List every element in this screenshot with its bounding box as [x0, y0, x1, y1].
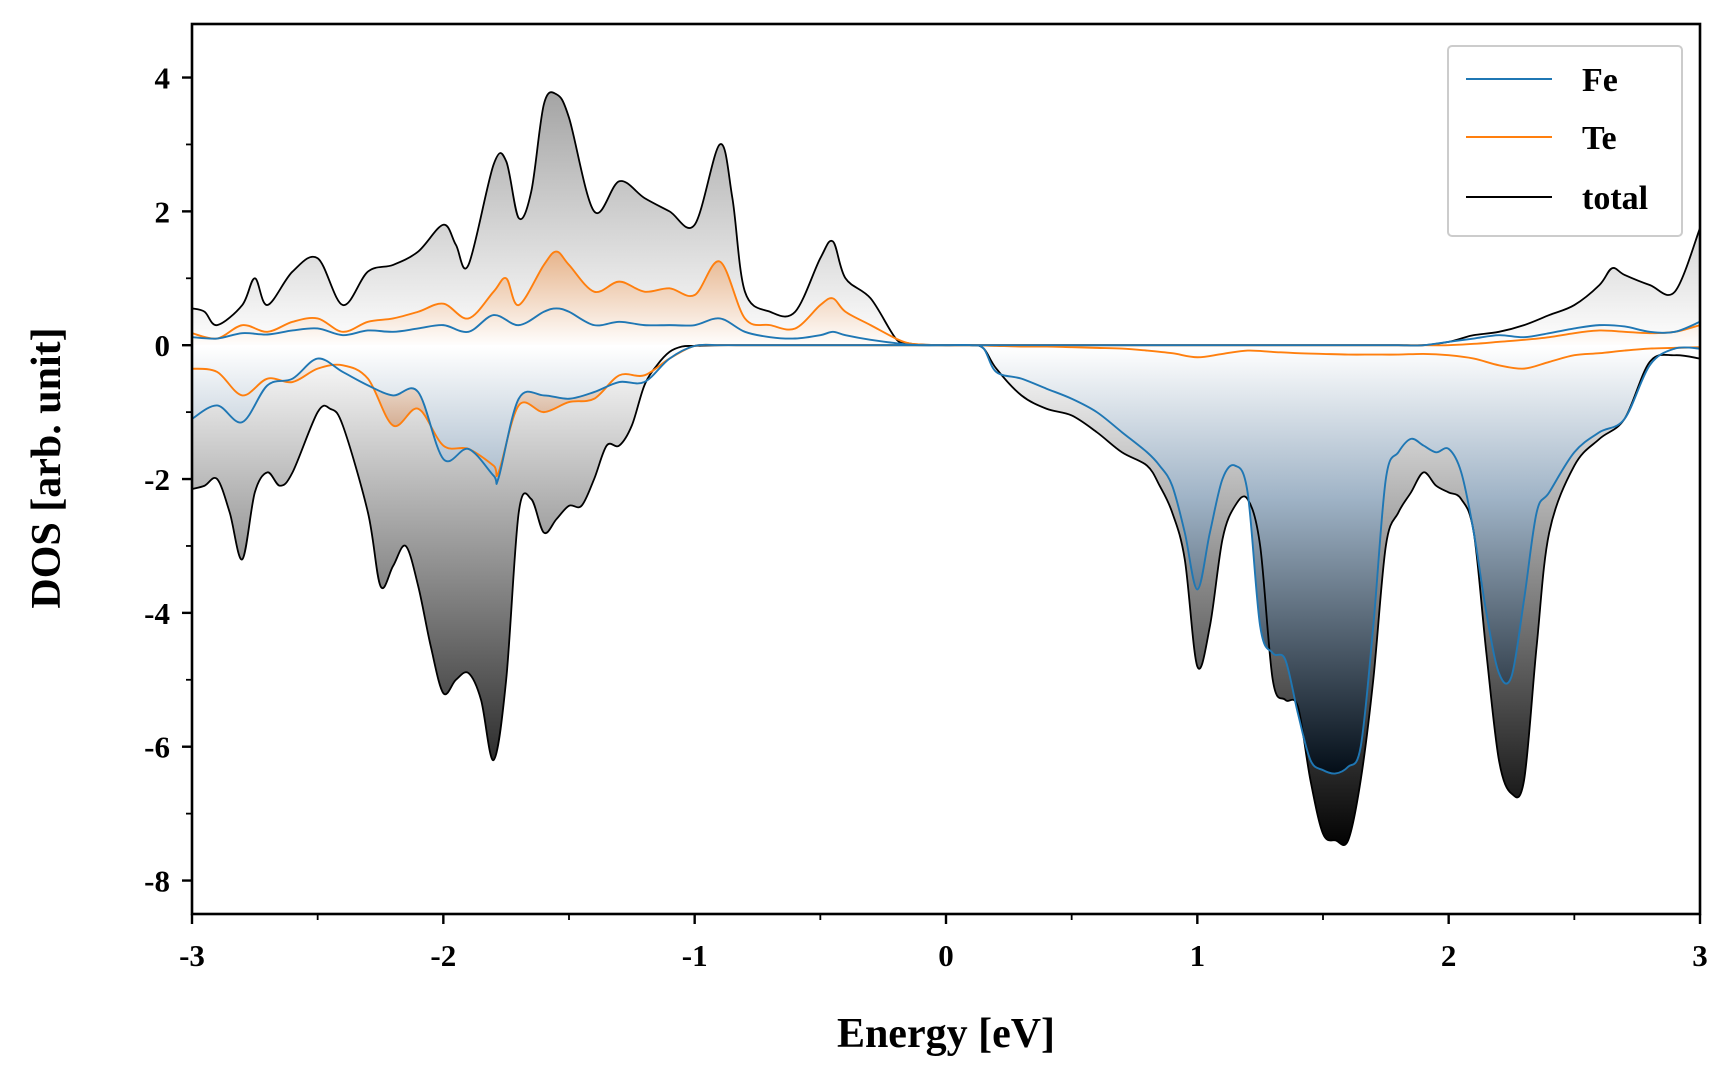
y-tick-label: 4 [155, 61, 171, 96]
area-fill-te-up [192, 251, 1700, 346]
x-tick-label: -1 [682, 938, 708, 973]
x-tick-label: 0 [938, 938, 954, 973]
y-tick-label: 0 [155, 328, 171, 363]
legend-label-total: total [1582, 180, 1648, 217]
y-axis: -8 -6 -4 -2 0 2 4 [144, 61, 192, 899]
dos-series-lines [192, 91, 1700, 846]
series-line-fe-down [192, 343, 1700, 775]
y-tick-label: 2 [155, 194, 171, 229]
legend-label-fe: Fe [1582, 62, 1618, 99]
y-axis-title: DOS [arb. unit] [24, 327, 70, 608]
dos-area-fills [192, 92, 1700, 846]
x-tick-label: 3 [1692, 938, 1708, 973]
legend: Fe Te total [1447, 45, 1683, 237]
y-tick-label: -8 [144, 864, 170, 899]
legend-box [1447, 45, 1683, 237]
y-tick-label: -6 [144, 730, 170, 765]
y-tick-label: -4 [144, 596, 170, 631]
x-tick-label: 2 [1441, 938, 1457, 973]
y-tick-label: -2 [144, 462, 170, 497]
x-tick-label: -2 [430, 938, 456, 973]
legend-label-te: Te [1582, 120, 1617, 157]
x-tick-label: -3 [179, 938, 205, 973]
x-axis: -3 -2 -1 0 1 2 3 [179, 914, 1708, 973]
x-tick-label: 1 [1190, 938, 1206, 973]
x-axis-title: Energy [eV] [837, 1011, 1055, 1057]
area-fill-fe-down [192, 344, 1700, 774]
